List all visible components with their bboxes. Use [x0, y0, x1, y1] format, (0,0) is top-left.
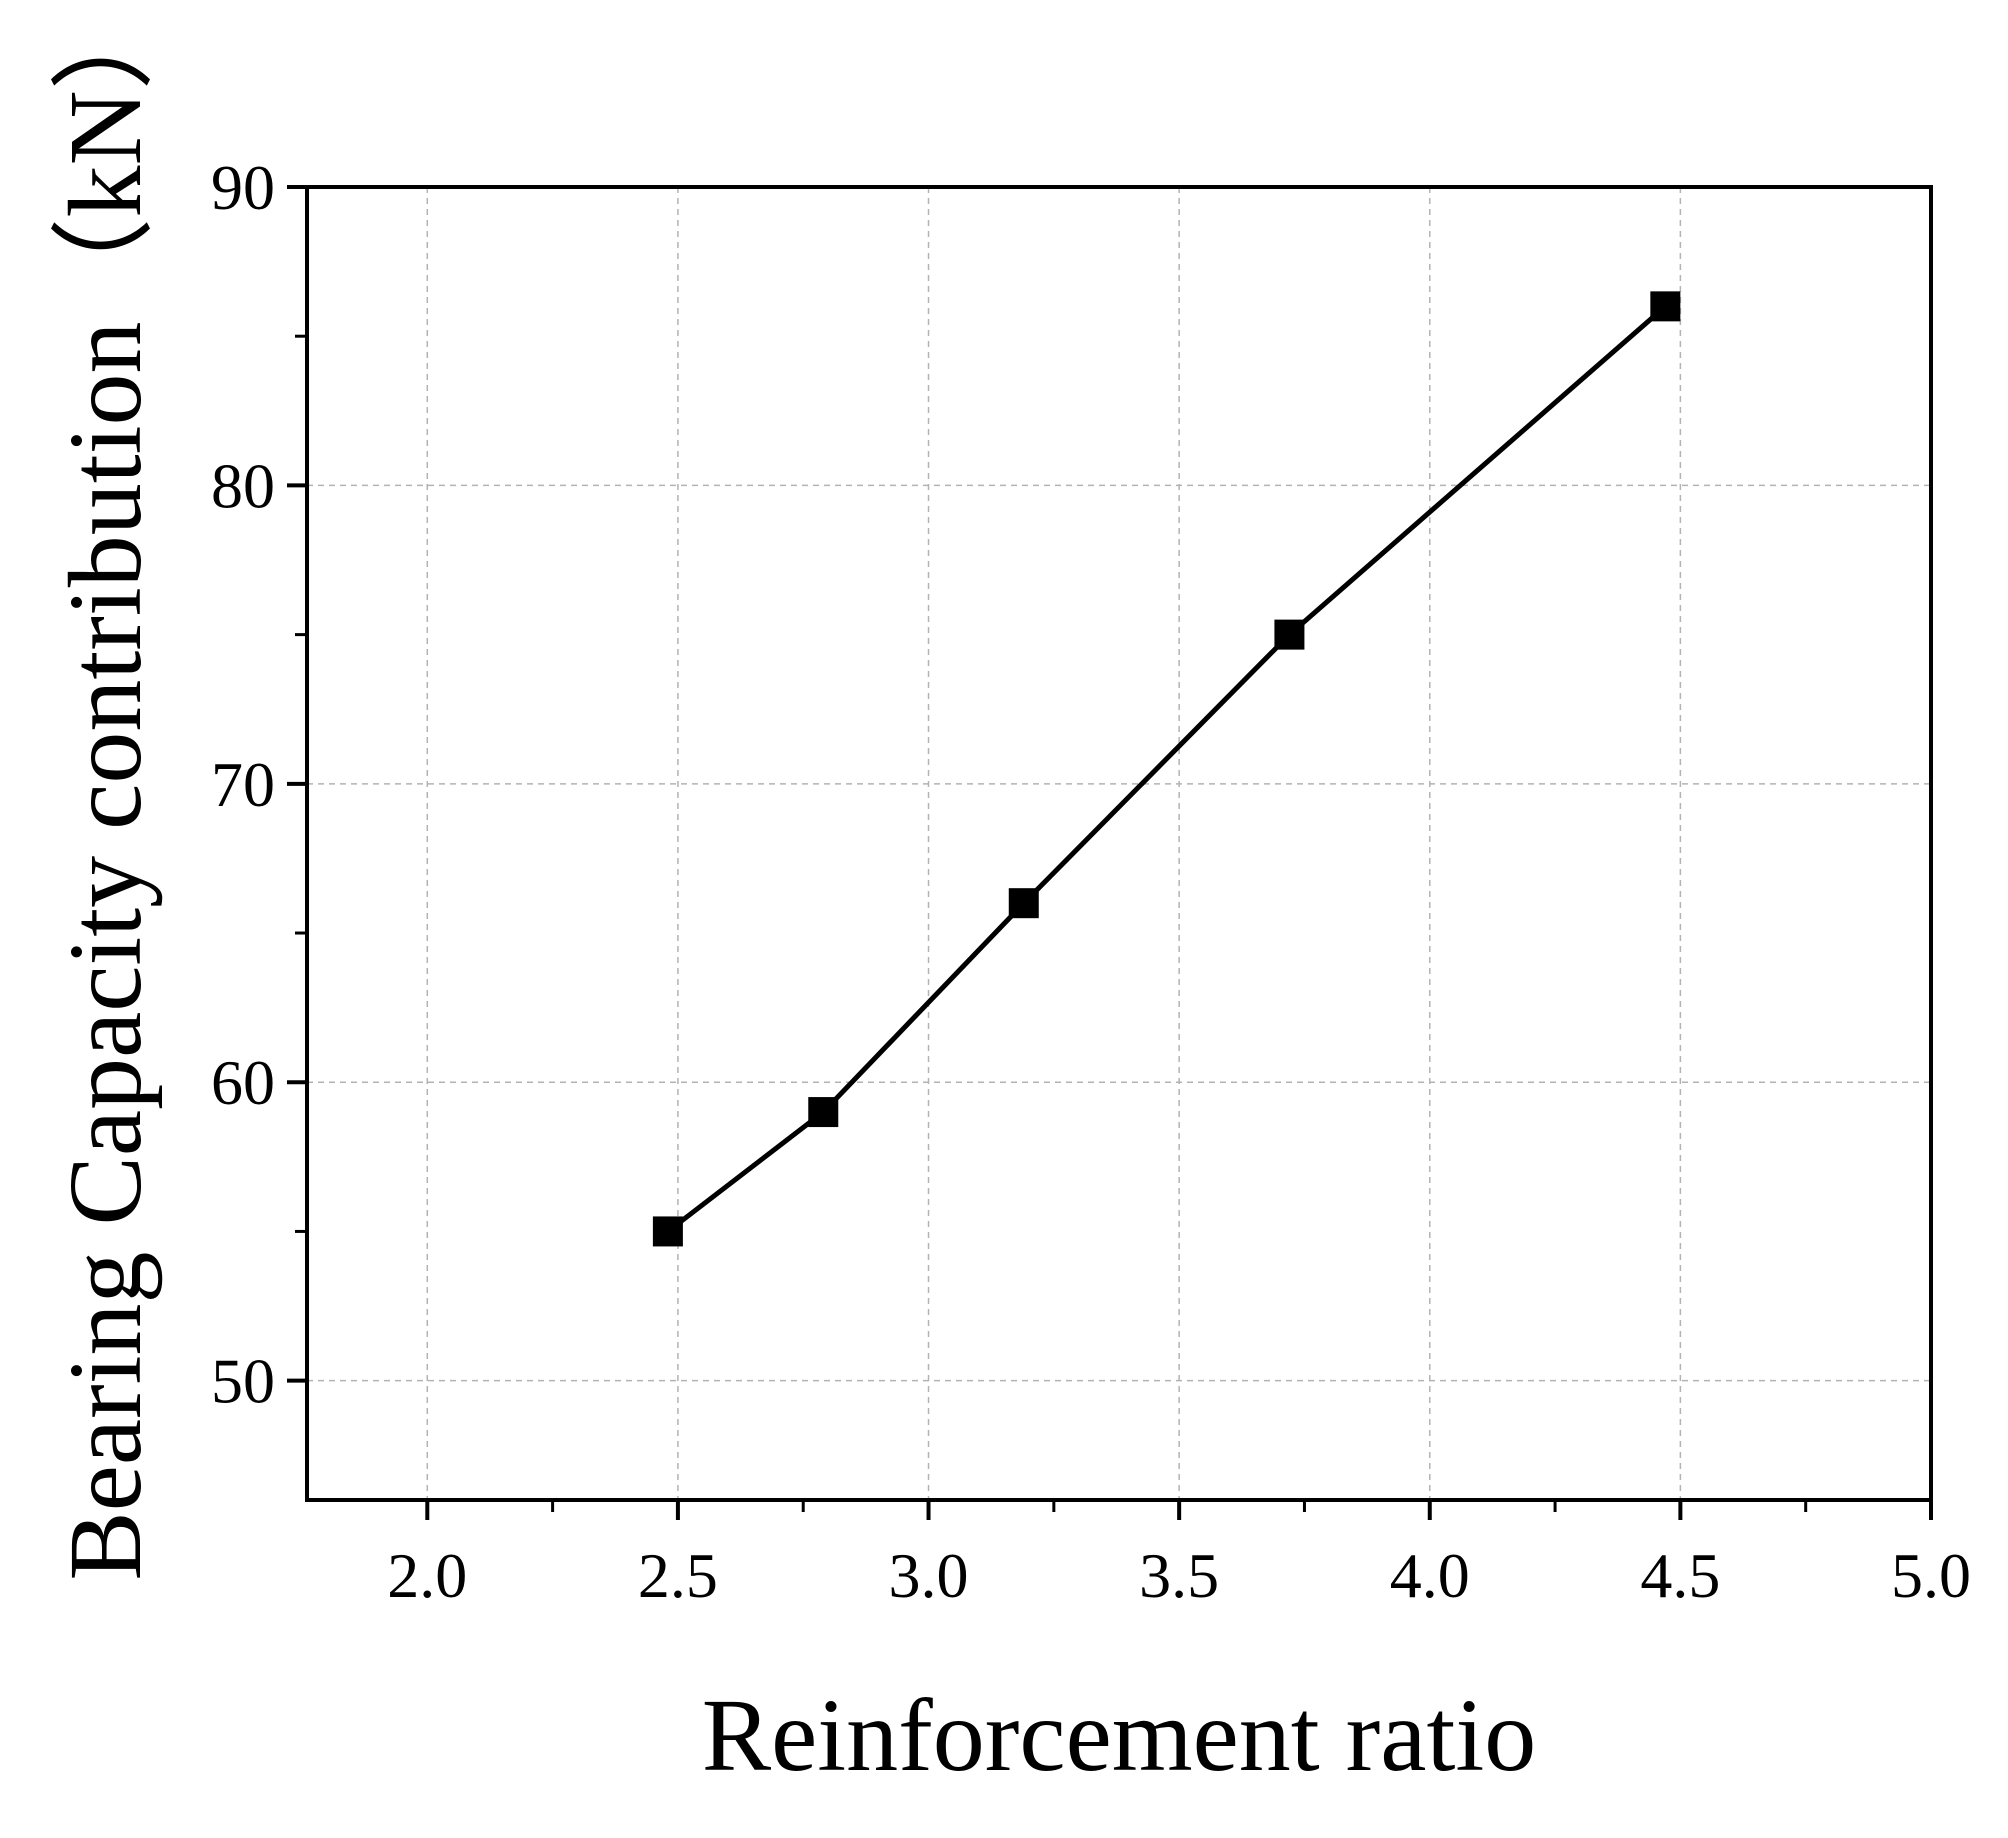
grid-layer: [307, 187, 1931, 1500]
data-point-marker: [1008, 888, 1039, 919]
y-tick-label: 90: [211, 152, 275, 223]
data-point-marker: [1650, 291, 1681, 322]
data-point-marker: [808, 1097, 839, 1128]
x-tick-label: 5.0: [1891, 1540, 1971, 1611]
y-axis-title: Bearing Capacity contribution（kN）: [48, 0, 163, 1581]
series-layer: [652, 291, 1681, 1247]
y-tick-label: 70: [211, 749, 275, 820]
series-line: [666, 304, 1667, 1234]
y-tick-label: 60: [211, 1047, 275, 1118]
ticks-layer: [287, 185, 1933, 1520]
x-tick-label: 3.0: [889, 1540, 969, 1611]
y-tick-label: 50: [211, 1346, 275, 1417]
x-tick-label: 3.5: [1139, 1540, 1219, 1611]
x-tick-label: 4.0: [1390, 1540, 1470, 1611]
x-tick-label: 2.0: [387, 1540, 467, 1611]
data-point-marker: [1274, 619, 1305, 650]
y-tick-label: 80: [211, 450, 275, 521]
x-tick-label: 2.5: [638, 1540, 718, 1611]
plot-frame: [305, 185, 1933, 1502]
x-axis-title: Reinforcement ratio: [702, 1678, 1537, 1793]
x-tick-label: 4.5: [1640, 1540, 1720, 1611]
data-point-marker: [652, 1216, 683, 1247]
tick-labels-layer: 2.0 2.5 3.0 3.5 4.0 4.5 5.0 50 60 70 80 90: [211, 152, 1971, 1611]
